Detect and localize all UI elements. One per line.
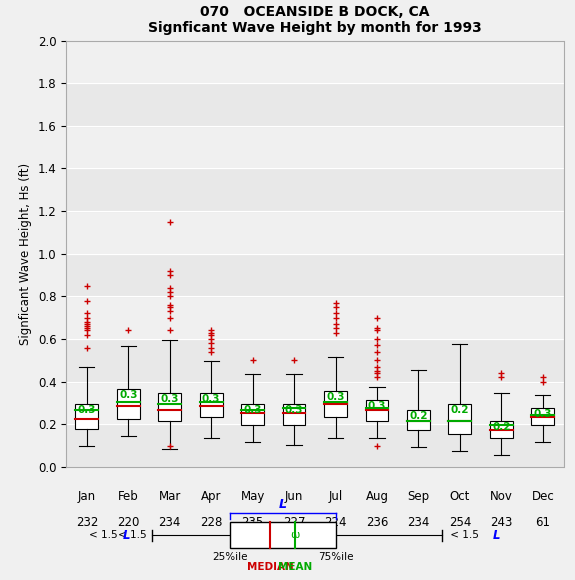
Text: Jul: Jul bbox=[328, 490, 343, 503]
Text: 0.2: 0.2 bbox=[451, 405, 469, 415]
Text: 0.3: 0.3 bbox=[119, 390, 137, 400]
Text: Sep: Sep bbox=[407, 490, 430, 503]
Bar bbox=[490, 421, 513, 438]
Bar bbox=[66, 211, 564, 254]
Text: MEDIAN: MEDIAN bbox=[247, 561, 293, 572]
Bar bbox=[229, 523, 336, 548]
Text: 227: 227 bbox=[283, 516, 305, 529]
Text: Jun: Jun bbox=[285, 490, 303, 503]
Text: 234: 234 bbox=[407, 516, 430, 529]
Text: Jan: Jan bbox=[78, 490, 96, 503]
Bar bbox=[448, 404, 471, 434]
Bar bbox=[366, 400, 388, 421]
Bar bbox=[66, 126, 564, 168]
Title: 070   OCEANSIDE B DOCK, CA
Signficant Wave Height by month for 1993: 070 OCEANSIDE B DOCK, CA Signficant Wave… bbox=[148, 5, 482, 35]
Bar bbox=[66, 339, 564, 382]
Text: L: L bbox=[279, 498, 287, 510]
Text: ω: ω bbox=[291, 531, 300, 541]
Text: Mar: Mar bbox=[159, 490, 181, 503]
Text: 0.2: 0.2 bbox=[492, 422, 511, 432]
Text: 75%ile: 75%ile bbox=[318, 552, 354, 562]
Text: 0.3: 0.3 bbox=[160, 394, 179, 404]
Text: 0.2: 0.2 bbox=[409, 411, 428, 422]
Bar bbox=[324, 392, 347, 417]
Text: 0.3: 0.3 bbox=[326, 392, 345, 403]
Bar bbox=[117, 389, 140, 419]
Bar bbox=[66, 254, 564, 296]
Bar bbox=[66, 41, 564, 84]
Bar bbox=[407, 411, 430, 430]
Text: 254: 254 bbox=[448, 516, 471, 529]
Text: May: May bbox=[240, 490, 265, 503]
Bar bbox=[531, 408, 554, 425]
Text: 220: 220 bbox=[117, 516, 140, 529]
Bar bbox=[75, 404, 98, 429]
Text: 243: 243 bbox=[490, 516, 512, 529]
Bar bbox=[66, 296, 564, 339]
Text: 0.3: 0.3 bbox=[243, 405, 262, 415]
Text: < 1.5: < 1.5 bbox=[89, 531, 121, 541]
Text: MEAN: MEAN bbox=[278, 561, 313, 572]
Text: 224: 224 bbox=[324, 516, 347, 529]
Text: 232: 232 bbox=[76, 516, 98, 529]
Text: 234: 234 bbox=[159, 516, 181, 529]
Text: 0.3: 0.3 bbox=[78, 405, 96, 415]
Text: 0.3: 0.3 bbox=[368, 401, 386, 411]
Text: Aug: Aug bbox=[366, 490, 389, 503]
Bar bbox=[200, 393, 223, 417]
Text: Oct: Oct bbox=[450, 490, 470, 503]
Y-axis label: Signficant Wave Height, Hs (ft): Signficant Wave Height, Hs (ft) bbox=[19, 162, 32, 345]
Text: 0.3: 0.3 bbox=[202, 394, 220, 404]
Text: Nov: Nov bbox=[490, 490, 513, 503]
Bar bbox=[158, 393, 181, 421]
Bar bbox=[242, 404, 264, 425]
Text: L: L bbox=[122, 529, 130, 542]
Bar bbox=[66, 425, 564, 467]
Text: 228: 228 bbox=[200, 516, 223, 529]
Text: Feb: Feb bbox=[118, 490, 139, 503]
Bar bbox=[66, 168, 564, 211]
Text: Apr: Apr bbox=[201, 490, 221, 503]
Text: 235: 235 bbox=[242, 516, 264, 529]
Text: L: L bbox=[493, 529, 500, 542]
Text: 61: 61 bbox=[535, 516, 550, 529]
Text: 25%ile: 25%ile bbox=[212, 552, 247, 562]
Text: < 1.5: < 1.5 bbox=[447, 531, 482, 541]
Text: Dec: Dec bbox=[531, 490, 554, 503]
Text: 0.3: 0.3 bbox=[285, 405, 304, 415]
Text: 236: 236 bbox=[366, 516, 388, 529]
Bar bbox=[66, 382, 564, 425]
Text: < 1.5: < 1.5 bbox=[118, 531, 150, 541]
Text: 0.3: 0.3 bbox=[534, 409, 552, 419]
Bar bbox=[66, 84, 564, 126]
Bar bbox=[283, 404, 305, 425]
